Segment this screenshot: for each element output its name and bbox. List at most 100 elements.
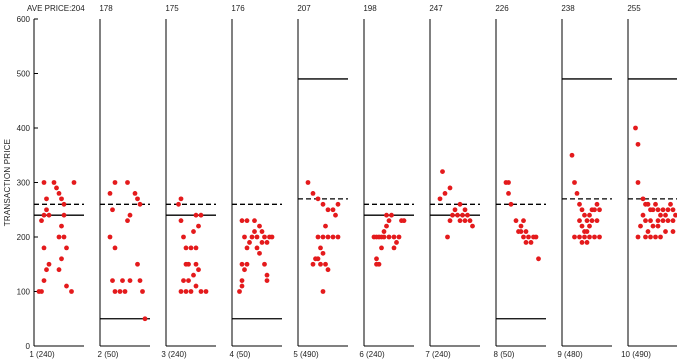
transaction-point	[264, 240, 270, 245]
transaction-point	[269, 234, 275, 240]
transaction-point	[523, 229, 529, 234]
transaction-point	[330, 234, 336, 240]
transaction-point	[579, 223, 585, 229]
panel-bottom-label: 3 (240)	[161, 350, 187, 359]
transaction-point	[178, 196, 184, 202]
transaction-point	[254, 245, 260, 251]
transaction-point	[528, 240, 534, 245]
transaction-point	[650, 207, 656, 213]
panel-bottom-label: 5 (490)	[293, 350, 319, 359]
transaction-point	[462, 218, 468, 224]
panel-top-label: 176	[231, 4, 245, 13]
transaction-point	[188, 245, 194, 251]
transaction-point	[323, 223, 328, 229]
transaction-point	[125, 218, 130, 224]
transaction-point	[577, 218, 582, 224]
y-tick-label: 300	[17, 179, 31, 188]
transaction-point	[183, 245, 189, 251]
transaction-point	[384, 212, 389, 218]
transaction-point	[320, 201, 326, 207]
panel-top-label: 255	[627, 4, 641, 13]
panel-bottom-label: 7 (240)	[425, 350, 451, 359]
transaction-point	[244, 218, 250, 224]
transaction-point	[655, 223, 661, 229]
transaction-point	[386, 218, 392, 224]
y-tick-label: 600	[17, 15, 31, 24]
transaction-point	[665, 207, 671, 213]
transaction-point	[320, 234, 326, 240]
transaction-point	[71, 180, 77, 185]
transaction-point	[39, 289, 44, 294]
transaction-point	[193, 283, 199, 289]
transaction-point	[572, 180, 577, 185]
transaction-point	[574, 191, 580, 196]
transaction-point	[196, 267, 201, 273]
transaction-point	[56, 267, 62, 273]
transaction-point	[670, 218, 676, 224]
transaction-point	[584, 240, 590, 245]
transaction-point	[140, 289, 145, 294]
transaction-point	[587, 234, 592, 240]
transaction-point	[252, 218, 257, 224]
transaction-point	[325, 267, 331, 273]
transaction-point	[668, 201, 673, 207]
transaction-point	[670, 229, 676, 234]
transaction-point	[318, 261, 323, 267]
panel-top-label: 175	[165, 4, 179, 13]
transaction-point	[69, 289, 74, 294]
transaction-point	[465, 212, 470, 218]
transaction-point	[135, 196, 140, 202]
transaction-point	[447, 218, 453, 224]
transaction-point	[127, 278, 133, 283]
transaction-point	[110, 207, 115, 213]
transaction-point	[572, 234, 577, 240]
transaction-point	[460, 212, 465, 218]
transaction-point	[391, 245, 397, 251]
transaction-point	[442, 191, 448, 196]
transaction-point	[193, 245, 199, 251]
transaction-point	[244, 245, 250, 251]
transaction-point	[518, 229, 524, 234]
transaction-point	[44, 196, 49, 202]
transaction-point	[635, 180, 641, 185]
transaction-point	[655, 207, 661, 213]
transaction-point	[663, 212, 668, 218]
transaction-point	[594, 218, 600, 224]
transaction-point	[635, 234, 641, 240]
transaction-point	[584, 218, 590, 224]
transaction-point	[239, 278, 245, 283]
transaction-point	[193, 212, 199, 218]
transaction-point	[635, 141, 641, 147]
transaction-point	[259, 229, 265, 234]
transaction-point	[333, 212, 338, 218]
transaction-point	[643, 218, 648, 224]
transaction-point	[589, 218, 595, 224]
transaction-point	[653, 201, 658, 207]
transaction-point	[447, 185, 453, 191]
transaction-point	[533, 234, 539, 240]
transaction-point	[579, 207, 585, 213]
transaction-point	[645, 229, 651, 234]
transaction-point	[658, 234, 663, 240]
transaction-point	[658, 212, 663, 218]
transaction-point	[391, 234, 397, 240]
transaction-point	[305, 180, 311, 185]
transaction-point	[61, 212, 67, 218]
transaction-point	[310, 191, 316, 196]
transaction-point	[239, 261, 245, 267]
transaction-point	[584, 229, 590, 234]
transaction-point	[633, 125, 638, 131]
transaction-point	[467, 218, 473, 224]
transaction-point	[536, 256, 541, 262]
transaction-point	[264, 278, 270, 283]
transaction-point	[181, 234, 186, 240]
transaction-point	[315, 234, 321, 240]
transaction-point	[51, 180, 57, 185]
transaction-point	[193, 261, 199, 267]
transaction-point	[577, 234, 582, 240]
transaction-point	[117, 289, 123, 294]
transaction-point	[587, 223, 592, 229]
transaction-point	[41, 212, 47, 218]
transaction-point	[645, 201, 651, 207]
transaction-point	[54, 185, 59, 191]
